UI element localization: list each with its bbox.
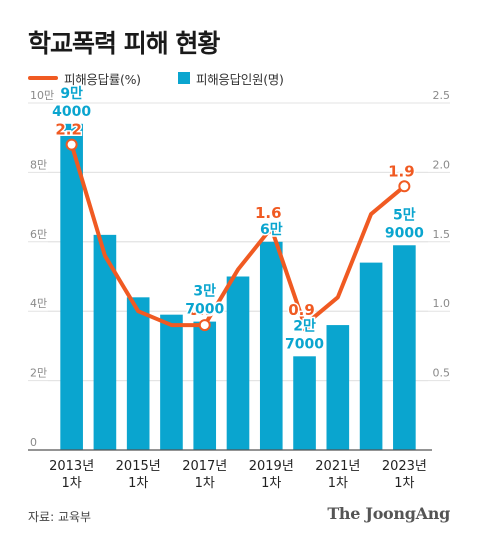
legend-bar-swatch	[178, 72, 190, 84]
y-left-tick-label: 2만	[30, 367, 47, 380]
bar	[393, 245, 416, 450]
bar	[359, 262, 383, 450]
brand-logo: The JoongAng	[327, 504, 450, 523]
x-tick-label: 1차	[62, 476, 82, 491]
y-right-tick-label: 2.5	[433, 89, 451, 102]
legend-label-count: 피해응답인원(명)	[196, 71, 284, 87]
legend-item-count: 피해응답인원(명)	[178, 70, 284, 87]
count-data-label: 7000	[285, 336, 324, 352]
count-data-label: 5만	[393, 207, 416, 223]
y-right-tick-label: 0.5	[433, 367, 451, 380]
rate-line	[69, 142, 407, 328]
legend-item-rate: 피해응답률(%)	[28, 70, 141, 87]
x-tick-label: 1차	[195, 476, 215, 491]
rate-point-marker	[398, 180, 411, 193]
x-tick-label: 2021년	[315, 459, 360, 474]
bar	[93, 234, 117, 450]
y-left-tick-label: 0	[30, 436, 37, 449]
x-tick-label: 2017년	[182, 459, 227, 474]
source-note: 자료: 교육부	[28, 510, 92, 524]
x-tick-label: 1차	[128, 476, 148, 491]
y-left-tick-label: 6만	[30, 228, 47, 241]
y-left-tick-label: 10만	[30, 89, 54, 102]
rate-point-marker	[298, 319, 311, 332]
count-data-label: 2만	[293, 318, 316, 334]
rate-data-label: 1.6	[255, 204, 282, 222]
rate-data-label: 0.9	[188, 301, 215, 319]
rate-point-marker	[265, 221, 278, 234]
count-data-label: 7000	[185, 302, 224, 318]
bar	[193, 321, 217, 450]
count-data-label: 9000	[385, 225, 424, 241]
x-tick-label: 1차	[394, 476, 414, 491]
x-tick-label: 1차	[261, 476, 281, 491]
count-data-label: 6만	[260, 222, 283, 238]
bar	[60, 123, 83, 450]
count-data-label: 9만	[60, 86, 83, 102]
rate-data-label: 2.2	[55, 121, 82, 139]
count-data-label: 3만	[193, 284, 216, 300]
x-tick-label: 2023년	[382, 459, 427, 474]
rate-data-label: 1.9	[388, 162, 415, 180]
chart-title: 학교폭력 피해 현황	[28, 29, 220, 58]
legend-line-swatch	[28, 76, 58, 80]
x-tick-label: 2013년	[49, 459, 94, 474]
rate-data-label: 0.9	[288, 301, 315, 319]
y-left-tick-label: 8만	[30, 158, 47, 171]
bar	[226, 276, 250, 450]
x-tick-label: 2019년	[249, 459, 294, 474]
y-left-tick-label: 4만	[30, 297, 47, 310]
bar	[326, 325, 350, 450]
bar	[160, 314, 183, 450]
bar	[126, 297, 150, 450]
y-right-tick-label: 2.0	[433, 158, 451, 171]
bar	[293, 356, 316, 450]
x-tick-label: 1차	[328, 476, 348, 491]
bar	[259, 241, 283, 450]
rate-point-marker	[65, 138, 78, 151]
legend-label-rate: 피해응답률(%)	[64, 71, 141, 87]
x-tick-label: 2015년	[116, 459, 161, 474]
y-right-tick-label: 1.0	[433, 297, 451, 310]
y-right-tick-label: 1.5	[433, 228, 451, 241]
count-data-label: 4000	[52, 104, 91, 120]
rate-point-marker	[198, 319, 211, 332]
